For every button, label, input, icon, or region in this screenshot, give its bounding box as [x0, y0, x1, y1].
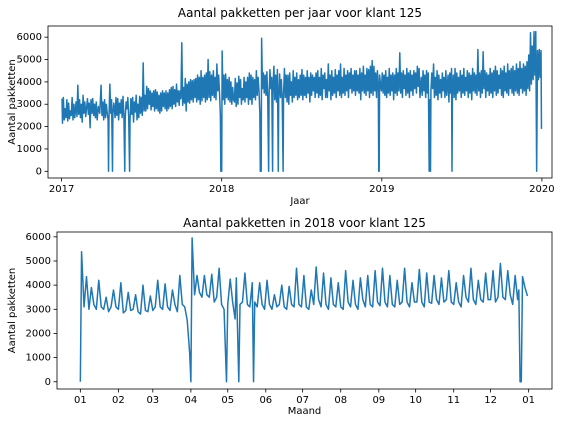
- y-tick-label: 1000: [17, 144, 42, 155]
- axes-frame: [56, 231, 553, 390]
- y-tick-label: 2000: [26, 328, 51, 339]
- chart-panel-2018: Aantal pakketten in 2018 voor klant 125 …: [7, 216, 553, 417]
- x-tick-label: 10: [409, 395, 422, 406]
- y-tick-label: 5000: [26, 256, 51, 267]
- x-tick-label: 2018: [209, 184, 234, 195]
- y-tick-label: 0: [45, 377, 51, 388]
- x-axis-label: Jaar: [289, 196, 310, 207]
- y-tick-label: 6000: [17, 32, 42, 43]
- y-tick-label: 1000: [26, 353, 51, 364]
- y-tick-label: 3000: [17, 99, 42, 110]
- x-tick-label: 05: [221, 395, 234, 406]
- x-tick-label: 2017: [49, 184, 74, 195]
- y-tick-label: 6000: [26, 232, 51, 243]
- y-tick-label: 2000: [17, 122, 42, 133]
- x-tick-label: 09: [372, 395, 385, 406]
- x-tick-label: 04: [185, 395, 198, 406]
- x-tick-label: 08: [334, 395, 347, 406]
- y-tick-label: 4000: [17, 77, 42, 88]
- x-tick-label: 06: [259, 395, 272, 406]
- chart-title: Aantal pakketten per jaar voor klant 125: [178, 6, 422, 20]
- x-tick-label: 11: [447, 395, 460, 406]
- chart-panel-yearly: Aantal pakketten per jaar voor klant 125…: [7, 6, 555, 207]
- x-tick-label: 01: [74, 395, 87, 406]
- x-tick-label: 2020: [529, 184, 554, 195]
- x-axis-label: Maand: [288, 406, 322, 417]
- axes-frame: [47, 25, 553, 179]
- x-tick-label: 2019: [369, 184, 394, 195]
- y-tick-label: 3000: [26, 304, 51, 315]
- x-tick-label: 01: [522, 395, 535, 406]
- y-axis-label: Aantal pakketten: [7, 268, 18, 354]
- y-axis-label: Aantal pakketten: [7, 59, 18, 145]
- y-tick-label: 0: [36, 166, 42, 177]
- series-line: [79, 237, 529, 383]
- y-tick-label: 4000: [26, 280, 51, 291]
- x-tick-label: 12: [484, 395, 497, 406]
- chart-title: Aantal pakketten in 2018 voor klant 125: [183, 216, 426, 230]
- series-line: [61, 30, 543, 173]
- y-tick-label: 5000: [17, 55, 42, 66]
- x-tick-label: 02: [112, 395, 125, 406]
- x-tick-label: 03: [146, 395, 159, 406]
- x-tick-label: 07: [296, 395, 309, 406]
